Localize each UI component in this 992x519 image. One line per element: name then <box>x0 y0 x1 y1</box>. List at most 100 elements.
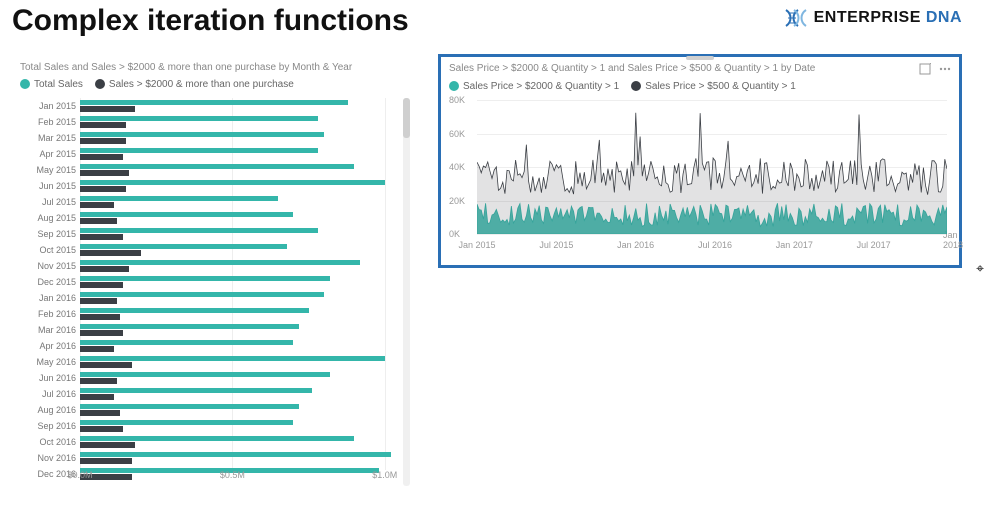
bar-series-b[interactable] <box>80 234 123 240</box>
bar-series-b[interactable] <box>80 458 132 464</box>
bar-series-b[interactable] <box>80 122 126 128</box>
bar-row: Mar 2016 <box>80 322 400 338</box>
x-tick-label: $0.0M <box>67 470 92 480</box>
focus-icon[interactable] <box>919 63 931 75</box>
bar-series-b[interactable] <box>80 106 135 112</box>
bar-series-b[interactable] <box>80 426 123 432</box>
bar-series-b[interactable] <box>80 138 126 144</box>
bar-series-a[interactable] <box>80 404 299 410</box>
bar-series-a[interactable] <box>80 436 354 442</box>
bar-series-a[interactable] <box>80 276 330 282</box>
bar-row-label: Apr 2015 <box>20 149 76 159</box>
legend-item: Sales > $2000 & more than one purchase <box>95 79 294 90</box>
bar-row: Jul 2016 <box>80 386 400 402</box>
bar-series-a[interactable] <box>80 356 385 362</box>
x-tick-label: $1.0M <box>372 470 397 480</box>
line-chart-plot[interactable]: 0K20K40K60K80KJan 2015Jul 2015Jan 2016Ju… <box>449 100 951 250</box>
bar-series-a[interactable] <box>80 196 278 202</box>
bar-series-a[interactable] <box>80 340 293 346</box>
scrollbar-thumb[interactable] <box>403 98 410 138</box>
bar-series-a[interactable] <box>80 388 312 394</box>
bar-series-b[interactable] <box>80 282 123 288</box>
bar-row: Nov 2016 <box>80 450 400 466</box>
bar-row: Sep 2015 <box>80 226 400 242</box>
bar-series-b[interactable] <box>80 202 114 208</box>
cursor-icon: ⌖ <box>976 260 984 277</box>
bar-row-label: Sep 2015 <box>20 229 76 239</box>
bar-series-a[interactable] <box>80 228 318 234</box>
legend-item: Sales Price > $2000 & Quantity > 1 <box>449 81 619 92</box>
drag-handle-icon[interactable] <box>686 56 714 60</box>
bar-series-b[interactable] <box>80 250 141 256</box>
bar-series-a[interactable] <box>80 100 348 106</box>
dna-icon <box>784 8 808 28</box>
bar-row: Feb 2016 <box>80 306 400 322</box>
bar-series-b[interactable] <box>80 410 120 416</box>
bar-row-label: May 2015 <box>20 165 76 175</box>
bar-chart-plot[interactable]: Jan 2015Feb 2015Mar 2015Apr 2015May 2015… <box>20 98 400 486</box>
bar-row-label: Apr 2016 <box>20 341 76 351</box>
bar-series-b[interactable] <box>80 346 114 352</box>
bar-series-a[interactable] <box>80 244 287 250</box>
x-tick-label: Jul 2016 <box>698 240 732 250</box>
bar-row: Jun 2015 <box>80 178 400 194</box>
bar-series-b[interactable] <box>80 170 129 176</box>
bar-series-a[interactable] <box>80 180 385 186</box>
bar-row-label: Jul 2015 <box>20 197 76 207</box>
bar-row: Aug 2016 <box>80 402 400 418</box>
bar-row: Jan 2015 <box>80 98 400 114</box>
x-tick-label: Jan 2015 <box>458 240 495 250</box>
bar-row: Apr 2016 <box>80 338 400 354</box>
page-title: Complex iteration functions <box>12 4 409 38</box>
bar-row-label: Jan 2015 <box>20 101 76 111</box>
bar-series-b[interactable] <box>80 298 117 304</box>
bar-x-axis: $0.0M$0.5M$1.0M <box>80 470 400 486</box>
bar-series-b[interactable] <box>80 394 114 400</box>
bar-row-label: May 2016 <box>20 357 76 367</box>
bar-series-a[interactable] <box>80 420 293 426</box>
bar-series-b[interactable] <box>80 362 132 368</box>
bar-row: Aug 2015 <box>80 210 400 226</box>
bar-row-label: Jan 2016 <box>20 293 76 303</box>
bar-series-a[interactable] <box>80 132 324 138</box>
bar-row: Nov 2015 <box>80 258 400 274</box>
bar-row-label: Nov 2016 <box>20 453 76 463</box>
line-chart-legend: Sales Price > $2000 & Quantity > 1Sales … <box>449 81 951 92</box>
bar-series-a[interactable] <box>80 148 318 154</box>
bar-series-b[interactable] <box>80 266 129 272</box>
line-chart-svg <box>477 100 947 234</box>
bar-series-a[interactable] <box>80 260 360 266</box>
bar-row-label: Feb 2015 <box>20 117 76 127</box>
bar-series-a[interactable] <box>80 324 299 330</box>
bar-series-a[interactable] <box>80 116 318 122</box>
bar-series-a[interactable] <box>80 292 324 298</box>
bar-row-label: Nov 2015 <box>20 261 76 271</box>
bar-series-a[interactable] <box>80 372 330 378</box>
bar-row-label: Aug 2016 <box>20 405 76 415</box>
bar-series-b[interactable] <box>80 314 120 320</box>
bar-series-b[interactable] <box>80 378 117 384</box>
bar-chart-scrollbar[interactable] <box>403 98 410 486</box>
x-tick-label: Jul 2015 <box>539 240 573 250</box>
more-icon[interactable] <box>939 63 951 75</box>
bar-chart-legend: Total SalesSales > $2000 & more than one… <box>20 79 400 90</box>
bar-chart-card: Total Sales and Sales > $2000 & more tha… <box>20 62 400 518</box>
bar-row: Jul 2015 <box>80 194 400 210</box>
bar-series-a[interactable] <box>80 452 391 458</box>
bar-series-a[interactable] <box>80 212 293 218</box>
bar-series-b[interactable] <box>80 154 123 160</box>
bar-row: Jan 2016 <box>80 290 400 306</box>
line-chart-card[interactable]: Sales Price > $2000 & Quantity > 1 and S… <box>438 54 962 268</box>
bar-series-b[interactable] <box>80 186 126 192</box>
bar-row: Oct 2016 <box>80 434 400 450</box>
bar-row-label: Oct 2015 <box>20 245 76 255</box>
bar-series-a[interactable] <box>80 308 309 314</box>
bar-row-label: Jul 2016 <box>20 389 76 399</box>
x-tick-label: $0.5M <box>220 470 245 480</box>
bar-row: Feb 2015 <box>80 114 400 130</box>
bar-series-b[interactable] <box>80 442 135 448</box>
bar-series-b[interactable] <box>80 218 117 224</box>
bar-row: Oct 2015 <box>80 242 400 258</box>
bar-series-b[interactable] <box>80 330 123 336</box>
bar-series-a[interactable] <box>80 164 354 170</box>
